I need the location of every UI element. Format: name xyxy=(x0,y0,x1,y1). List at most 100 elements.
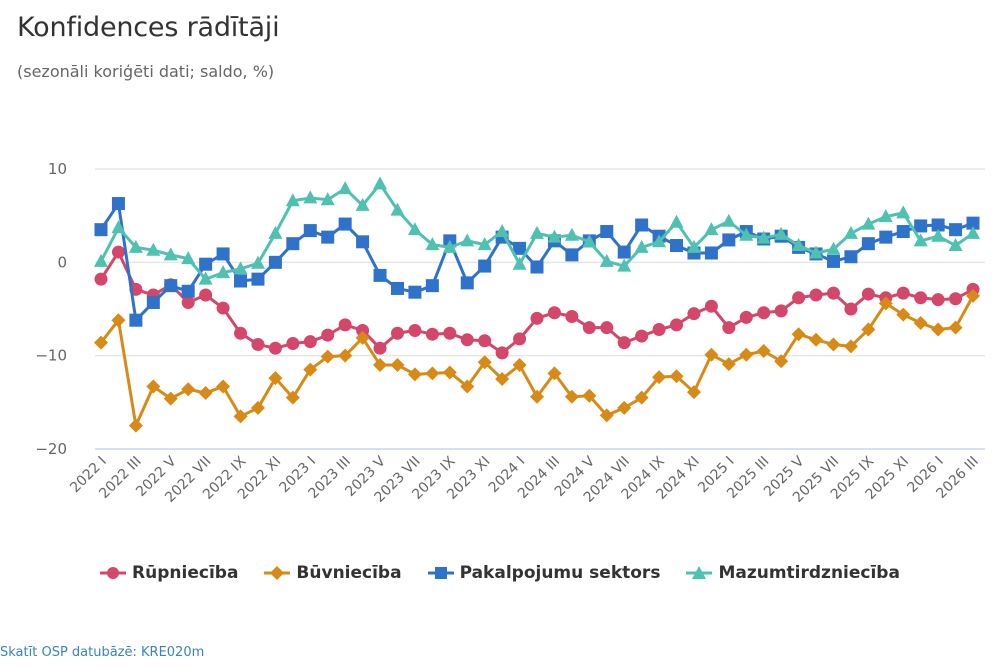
data-point[interactable] xyxy=(861,322,876,337)
data-point[interactable] xyxy=(356,323,370,337)
data-point[interactable] xyxy=(599,253,614,267)
data-point[interactable] xyxy=(216,301,230,315)
data-point[interactable] xyxy=(582,234,597,248)
data-point[interactable] xyxy=(756,230,771,244)
data-point[interactable] xyxy=(722,233,736,247)
data-point[interactable] xyxy=(739,347,754,362)
data-point[interactable] xyxy=(564,389,579,404)
data-point[interactable] xyxy=(826,286,840,300)
data-point[interactable] xyxy=(216,265,231,279)
data-point[interactable] xyxy=(948,238,963,252)
data-point[interactable] xyxy=(355,330,370,345)
data-point[interactable] xyxy=(931,228,946,242)
data-point[interactable] xyxy=(94,223,108,237)
data-point[interactable] xyxy=(791,238,806,252)
legend-item-mazumtirdznieciba[interactable]: Mazumtirdzniecība xyxy=(686,563,900,583)
data-point[interactable] xyxy=(216,379,231,394)
data-point[interactable] xyxy=(286,237,300,251)
data-point[interactable] xyxy=(181,382,196,397)
data-point[interactable] xyxy=(355,197,370,211)
data-point[interactable] xyxy=(233,261,248,275)
data-point[interactable] xyxy=(425,237,440,251)
data-point[interactable] xyxy=(460,233,475,247)
data-point[interactable] xyxy=(442,365,457,380)
data-point[interactable] xyxy=(478,334,492,348)
data-point[interactable] xyxy=(111,197,125,211)
data-point[interactable] xyxy=(128,418,143,433)
data-point[interactable] xyxy=(390,202,405,216)
data-point[interactable] xyxy=(913,233,928,247)
data-point[interactable] xyxy=(617,258,632,272)
data-point[interactable] xyxy=(686,239,701,253)
data-point[interactable] xyxy=(111,220,126,234)
data-point[interactable] xyxy=(425,279,439,293)
data-point[interactable] xyxy=(495,346,509,360)
data-point[interactable] xyxy=(163,391,178,406)
data-point[interactable] xyxy=(826,337,841,352)
legend-item-buvnieciba[interactable]: Būvniecība xyxy=(264,563,402,583)
data-point[interactable] xyxy=(686,385,701,400)
data-point[interactable] xyxy=(303,335,317,349)
data-point[interactable] xyxy=(774,354,789,369)
data-point[interactable] xyxy=(756,344,771,358)
data-point[interactable] xyxy=(635,218,649,232)
data-point[interactable] xyxy=(949,292,963,306)
data-point[interactable] xyxy=(513,241,527,255)
data-point[interactable] xyxy=(739,227,754,241)
data-point[interactable] xyxy=(198,386,213,400)
data-point[interactable] xyxy=(809,245,824,259)
data-point[interactable] xyxy=(285,390,300,405)
data-point[interactable] xyxy=(512,256,527,270)
data-point[interactable] xyxy=(94,253,108,267)
data-point[interactable] xyxy=(704,299,718,313)
data-point[interactable] xyxy=(408,323,422,337)
data-point[interactable] xyxy=(146,379,161,394)
data-point[interactable] xyxy=(861,287,875,301)
data-point[interactable] xyxy=(564,227,579,241)
data-point[interactable] xyxy=(669,369,684,384)
data-point[interactable] xyxy=(949,223,963,237)
data-point[interactable] xyxy=(582,321,596,335)
data-point[interactable] xyxy=(443,326,457,340)
data-point[interactable] xyxy=(234,274,248,288)
data-point[interactable] xyxy=(303,362,318,377)
data-point[interactable] xyxy=(565,248,579,262)
data-point[interactable] xyxy=(966,288,980,303)
data-point[interactable] xyxy=(878,296,893,311)
data-point[interactable] xyxy=(356,235,370,249)
data-point[interactable] xyxy=(617,336,631,350)
data-point[interactable] xyxy=(146,242,161,256)
data-point[interactable] xyxy=(303,190,318,204)
data-point[interactable] xyxy=(792,291,806,305)
data-point[interactable] xyxy=(111,245,125,259)
data-point[interactable] xyxy=(652,323,666,337)
data-point[interactable] xyxy=(809,288,823,302)
data-point[interactable] xyxy=(948,320,963,335)
legend-item-pakalpojumu-sektors[interactable]: Pakalpojumu sektors xyxy=(427,563,660,583)
data-point[interactable] xyxy=(268,371,283,386)
data-point[interactable] xyxy=(914,219,928,233)
data-point[interactable] xyxy=(931,218,945,232)
data-point[interactable] xyxy=(303,224,317,238)
data-point[interactable] xyxy=(425,327,439,341)
data-point[interactable] xyxy=(600,225,614,239)
data-point[interactable] xyxy=(320,192,335,206)
data-point[interactable] xyxy=(478,259,492,273)
data-point[interactable] xyxy=(338,318,352,332)
data-point[interactable] xyxy=(407,367,422,382)
data-point[interactable] xyxy=(843,225,858,239)
data-point[interactable] xyxy=(128,239,143,253)
data-point[interactable] xyxy=(286,337,300,351)
data-point[interactable] xyxy=(757,306,771,320)
data-point[interactable] xyxy=(460,333,474,347)
data-point[interactable] xyxy=(146,295,160,309)
data-point[interactable] xyxy=(704,347,719,362)
data-point[interactable] xyxy=(198,271,213,285)
data-point[interactable] xyxy=(826,241,841,255)
data-point[interactable] xyxy=(164,279,178,293)
data-point[interactable] xyxy=(530,311,544,325)
data-point[interactable] xyxy=(268,255,282,269)
data-point[interactable] xyxy=(181,251,196,265)
data-point[interactable] xyxy=(547,229,562,243)
data-point[interactable] xyxy=(844,250,858,264)
